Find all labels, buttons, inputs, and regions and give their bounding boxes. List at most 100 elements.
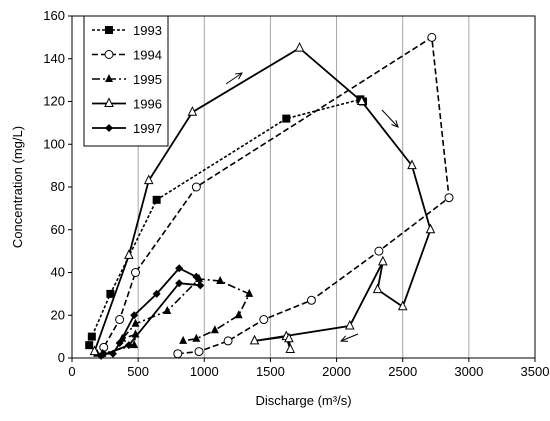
data-point xyxy=(143,174,154,185)
x-tick-label: 1000 xyxy=(190,364,219,379)
data-point xyxy=(187,106,198,116)
data-point xyxy=(191,182,201,192)
data-point xyxy=(223,336,233,346)
arrow-head xyxy=(235,72,243,80)
data-point xyxy=(104,97,114,107)
series-line xyxy=(103,36,450,355)
data-point xyxy=(196,281,205,290)
data-point xyxy=(259,315,269,325)
data-point xyxy=(234,310,243,319)
y-tick-label: 40 xyxy=(51,265,65,280)
data-point xyxy=(152,289,161,298)
grid-layer xyxy=(137,16,470,358)
data-point xyxy=(179,335,188,344)
series-layer xyxy=(85,32,454,360)
legend: 1993 1994 1995 1996 1997 xyxy=(83,15,169,147)
y-tick-label: 100 xyxy=(43,136,65,151)
legend-label: 1995 xyxy=(133,72,162,87)
data-point xyxy=(130,268,140,277)
data-point xyxy=(192,272,201,281)
data-point xyxy=(130,311,139,320)
data-point xyxy=(97,351,106,360)
data-point xyxy=(249,334,260,345)
legend-label: 1996 xyxy=(133,97,162,112)
data-point xyxy=(106,289,115,298)
data-point xyxy=(210,325,219,334)
data-point xyxy=(163,305,172,314)
data-point xyxy=(173,349,183,359)
data-point xyxy=(282,114,291,123)
data-point xyxy=(245,288,254,297)
data-point xyxy=(425,223,436,234)
y-tick-label: 120 xyxy=(43,94,65,109)
data-point xyxy=(344,319,355,330)
data-point xyxy=(374,246,384,256)
x-tick-label: 0 xyxy=(68,364,75,379)
data-point xyxy=(294,41,305,52)
series-1996 xyxy=(89,41,436,356)
data-point xyxy=(130,340,139,349)
data-point xyxy=(444,193,454,203)
y-tick-label: 60 xyxy=(51,222,65,237)
series-line xyxy=(93,46,432,352)
data-point xyxy=(378,255,388,266)
series-1994 xyxy=(99,32,454,359)
legend-label: 1994 xyxy=(133,48,162,63)
arrow-shaft xyxy=(340,333,359,342)
x-axis-title: Discharge (m³/s) xyxy=(255,393,351,408)
data-point xyxy=(115,315,125,325)
y-tick-label: 20 xyxy=(51,307,65,322)
data-point xyxy=(306,295,316,305)
data-point xyxy=(89,345,100,356)
data-point xyxy=(87,332,96,341)
x-tick-label: 1500 xyxy=(256,364,285,379)
series-1997 xyxy=(97,264,205,360)
arrow-head xyxy=(339,335,349,342)
data-point xyxy=(124,249,134,259)
arrow-head xyxy=(391,120,399,128)
x-tick-label: 2500 xyxy=(388,364,417,379)
data-point xyxy=(285,343,296,353)
axis-layer: 0 500 1000 1500 2000 2500 3000 3500 0 20 40 60 80 100… xyxy=(43,8,549,379)
arrow-falling-limb xyxy=(381,109,399,128)
arrow-return-limb xyxy=(339,333,359,342)
y-tick-label: 140 xyxy=(43,51,65,66)
data-point xyxy=(175,279,184,288)
legend-label: 1997 xyxy=(133,121,162,136)
arrow-shaft xyxy=(381,109,399,128)
data-point xyxy=(194,347,204,357)
data-point xyxy=(372,283,383,294)
data-point xyxy=(105,26,113,34)
data-point xyxy=(109,349,118,358)
legend-item-1995: 1995 xyxy=(92,72,162,87)
arrow-rising-limb xyxy=(225,72,243,85)
x-tick-label: 500 xyxy=(127,364,149,379)
data-point xyxy=(104,50,114,59)
y-axis-title: Concentration (mg/L) xyxy=(10,126,25,248)
annotation-layer xyxy=(225,72,399,342)
data-point xyxy=(131,318,140,327)
data-point xyxy=(397,300,408,311)
x-tick-label: 3500 xyxy=(521,364,550,379)
x-tick-label: 3000 xyxy=(454,364,483,379)
data-point xyxy=(105,74,113,82)
data-point xyxy=(407,159,417,170)
legend-label: 1993 xyxy=(133,23,162,38)
arrow-shaft xyxy=(225,72,243,85)
legend-item-1993: 1993 xyxy=(92,23,162,38)
legend-box xyxy=(83,15,169,147)
data-point xyxy=(356,95,367,105)
data-point xyxy=(427,32,437,42)
legend-item-1997: 1997 xyxy=(92,121,162,136)
data-point xyxy=(85,341,94,350)
data-point xyxy=(115,339,124,348)
data-point xyxy=(175,264,184,273)
data-point xyxy=(284,332,294,343)
legend-item-1994: 1994 xyxy=(92,48,162,63)
legend-item-1996: 1996 xyxy=(92,97,162,112)
data-point xyxy=(216,276,225,285)
y-tick-label: 0 xyxy=(58,350,65,365)
data-point xyxy=(192,333,201,342)
